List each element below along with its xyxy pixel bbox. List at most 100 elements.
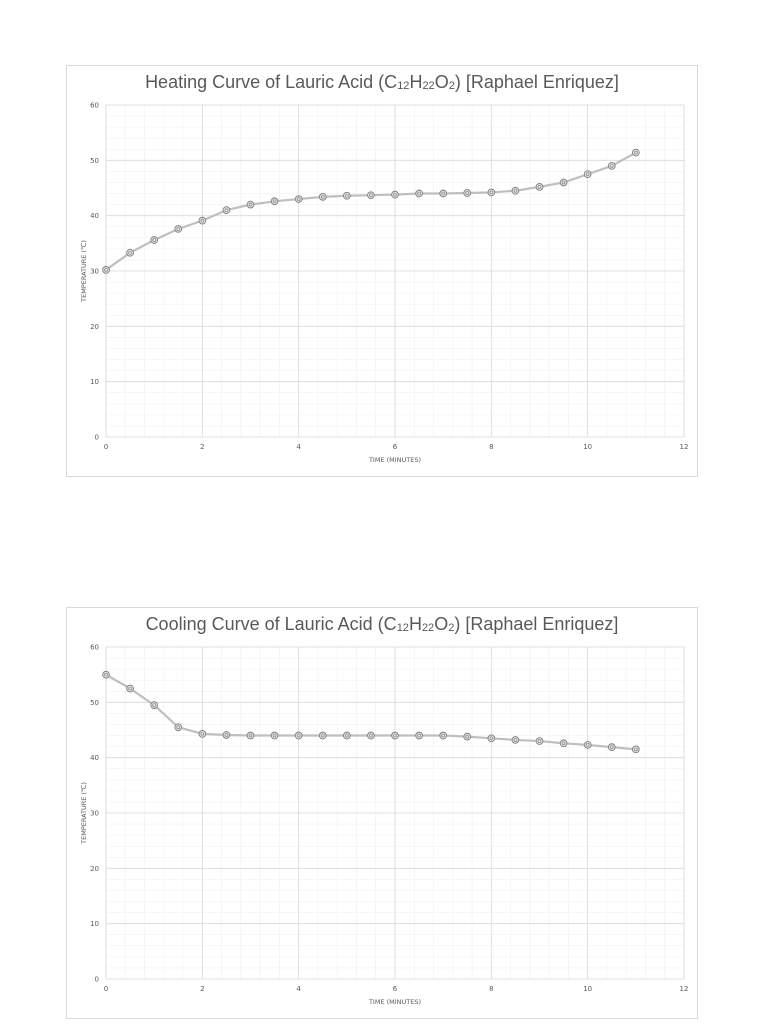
- series-line: [105, 151, 637, 271]
- data-point-inner: [128, 250, 132, 255]
- heating-curve-chart: Heating Curve of Lauric Acid (C12H22O2) …: [66, 65, 698, 477]
- data-point: [270, 731, 279, 740]
- data-point-inner: [417, 191, 421, 196]
- data-point: [439, 731, 448, 740]
- title-subscript: 12: [397, 80, 410, 92]
- title-text: Heating Curve of Lauric Acid (C: [145, 72, 398, 92]
- data-point-inner: [224, 733, 229, 737]
- data-point: [102, 670, 110, 679]
- data-point-inner: [585, 172, 590, 176]
- data-point: [294, 731, 303, 740]
- title-subscript: 2: [448, 622, 455, 634]
- data-point: [150, 236, 159, 244]
- data-point-inner: [200, 732, 205, 736]
- data-point: [150, 701, 159, 709]
- x-tick-label: 12: [680, 443, 689, 451]
- x-axis-label: TIME (MINUTES): [368, 456, 421, 464]
- data-point: [294, 195, 303, 203]
- data-point-inner: [489, 736, 494, 741]
- data-point-inner: [537, 185, 542, 189]
- data-point-inner: [320, 733, 325, 738]
- data-point-inner: [513, 738, 518, 742]
- y-tick-label: 0: [95, 434, 99, 442]
- title-text: Cooling Curve of Lauric Acid (C: [145, 614, 397, 634]
- data-point-inner: [393, 192, 397, 197]
- data-point: [487, 188, 496, 197]
- y-tick-label: 20: [90, 323, 99, 331]
- y-axis-label: TEMPERATURE (℃): [80, 782, 88, 845]
- data-point-inner: [417, 733, 421, 738]
- data-point: [222, 731, 231, 739]
- y-tick-label: 30: [90, 268, 99, 276]
- data-point: [126, 684, 134, 693]
- data-point: [246, 731, 255, 740]
- data-point-inner: [513, 188, 518, 193]
- data-point-inner: [152, 703, 156, 707]
- data-point: [535, 737, 544, 745]
- data-point: [463, 732, 472, 741]
- data-point-inner: [609, 745, 614, 749]
- data-point-inner: [320, 195, 325, 199]
- x-tick-label: 10: [583, 443, 592, 451]
- y-tick-label: 40: [90, 212, 99, 220]
- data-point: [415, 731, 423, 740]
- data-point: [318, 193, 327, 201]
- data-point-inner: [176, 725, 181, 730]
- data-point-inner: [104, 268, 108, 272]
- data-point-inner: [634, 150, 638, 155]
- data-point: [439, 189, 448, 198]
- data-point: [535, 183, 544, 191]
- y-tick-label: 60: [90, 644, 99, 652]
- data-point: [511, 736, 520, 744]
- data-point: [342, 191, 351, 200]
- y-tick-label: 0: [95, 976, 99, 984]
- title-subscript: 22: [421, 622, 435, 634]
- data-point-inner: [200, 218, 205, 223]
- data-point-inner: [224, 208, 229, 212]
- x-tick-label: 2: [200, 985, 204, 993]
- x-tick-label: 0: [104, 985, 108, 993]
- data-point: [174, 225, 183, 233]
- y-tick-label: 60: [90, 102, 99, 110]
- data-point-inner: [248, 733, 253, 738]
- data-point: [583, 170, 592, 179]
- y-tick-label: 30: [90, 810, 99, 818]
- data-point-inner: [248, 202, 253, 207]
- x-tick-label: 0: [104, 443, 108, 451]
- data-point-inner: [369, 733, 373, 738]
- data-point: [463, 189, 472, 197]
- data-point-inner: [272, 199, 277, 204]
- data-point: [631, 745, 640, 754]
- data-point-inner: [296, 733, 301, 738]
- data-point: [342, 731, 351, 740]
- data-point: [607, 743, 616, 752]
- x-tick-label: 8: [489, 443, 493, 451]
- y-tick-label: 10: [90, 378, 99, 386]
- y-tick-label: 20: [90, 865, 99, 873]
- data-point-inner: [369, 193, 373, 197]
- data-point-inner: [393, 733, 397, 738]
- y-axis-label: TEMPERATURE (℃): [80, 240, 88, 303]
- cooling-curve-chart: Cooling Curve of Lauric Acid (C12H22O2) …: [66, 607, 698, 1019]
- data-point-inner: [585, 743, 590, 747]
- plot-area: 0 2 4 6 8 10 12 0 10 20 30 40 50 60 TIME (MINUTES) TEMP…: [80, 644, 688, 1007]
- data-point: [270, 197, 279, 206]
- data-point-inner: [441, 191, 445, 196]
- chart-title: Cooling Curve of Lauric Acid (C12H22O2) …: [67, 614, 697, 635]
- data-point: [607, 162, 616, 170]
- title-text: O: [434, 614, 449, 634]
- data-point: [511, 186, 520, 195]
- data-point-inner: [441, 733, 445, 738]
- title-text: H: [409, 72, 423, 92]
- x-tick-label: 6: [393, 985, 398, 993]
- data-point: [102, 266, 110, 274]
- plot-area: 0 2 4 6 8 10 12 0 10 20 30 40 50 60 TIME (MINUTES) TEMP…: [80, 102, 689, 465]
- data-point: [198, 730, 207, 738]
- data-point-inner: [128, 686, 132, 691]
- x-tick-label: 6: [393, 443, 398, 451]
- x-tick-label: 8: [489, 985, 493, 993]
- data-point: [246, 200, 255, 209]
- y-tick-label: 50: [90, 699, 99, 707]
- data-point-inner: [537, 739, 542, 743]
- data-point: [583, 741, 592, 749]
